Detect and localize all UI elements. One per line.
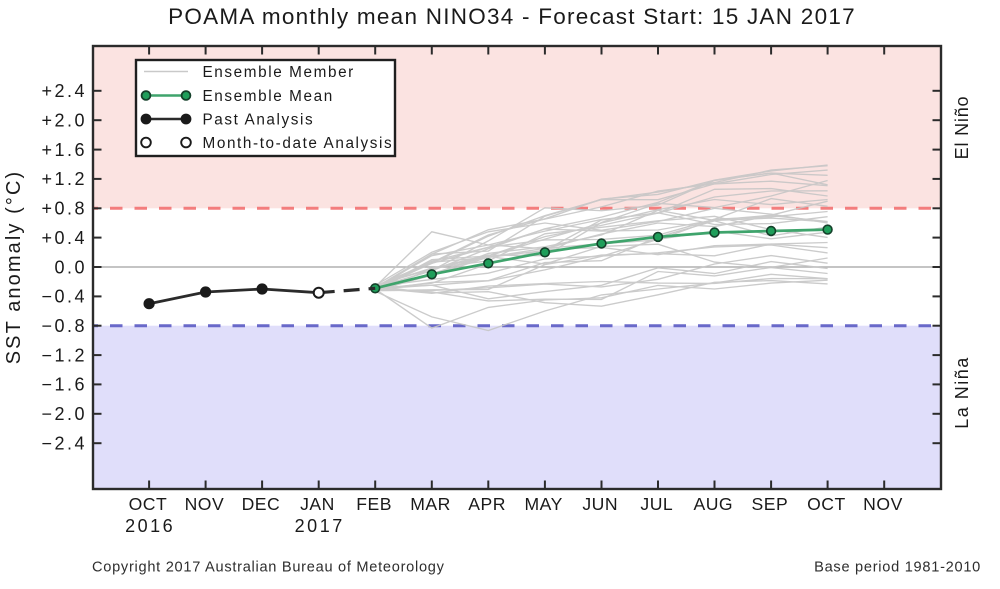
svg-text:−0.4: −0.4 xyxy=(41,287,87,307)
svg-text:Ensemble Mean: Ensemble Mean xyxy=(203,88,334,105)
svg-text:AUG: AUG xyxy=(693,494,733,514)
svg-text:MAY: MAY xyxy=(525,494,563,514)
svg-text:Base period 1981-2010: Base period 1981-2010 xyxy=(814,560,981,576)
svg-text:FEB: FEB xyxy=(356,494,392,514)
svg-text:−1.6: −1.6 xyxy=(41,375,87,395)
svg-text:2017: 2017 xyxy=(295,516,345,536)
svg-text:+2.4: +2.4 xyxy=(41,81,87,101)
svg-text:JAN: JAN xyxy=(300,494,335,514)
svg-text:−1.2: −1.2 xyxy=(41,345,87,365)
svg-text:OCT: OCT xyxy=(129,494,168,514)
svg-text:MAR: MAR xyxy=(410,494,451,514)
svg-text:Copyright 2017 Australian Bure: Copyright 2017 Australian Bureau of Mete… xyxy=(92,560,445,576)
svg-text:Month-to-date Analysis: Month-to-date Analysis xyxy=(203,135,394,152)
svg-text:JUN: JUN xyxy=(582,494,618,514)
svg-text:La Niña: La Niña xyxy=(952,356,972,429)
svg-text:SST anomaly (°C): SST anomaly (°C) xyxy=(3,170,25,365)
svg-text:NOV: NOV xyxy=(185,494,225,514)
svg-text:APR: APR xyxy=(468,494,506,514)
svg-text:0.0: 0.0 xyxy=(54,257,87,277)
svg-text:+2.0: +2.0 xyxy=(41,111,87,131)
svg-text:−2.4: −2.4 xyxy=(41,434,87,454)
svg-text:+0.4: +0.4 xyxy=(41,228,87,248)
svg-text:2016: 2016 xyxy=(125,516,175,536)
svg-text:JUL: JUL xyxy=(640,494,673,514)
svg-text:+1.2: +1.2 xyxy=(41,169,87,189)
svg-text:+0.8: +0.8 xyxy=(41,199,87,219)
svg-text:DEC: DEC xyxy=(242,494,281,514)
svg-text:−2.0: −2.0 xyxy=(41,404,87,424)
svg-text:Past Analysis: Past Analysis xyxy=(203,112,315,129)
svg-text:+1.6: +1.6 xyxy=(41,140,87,160)
svg-text:−0.8: −0.8 xyxy=(41,316,87,336)
svg-text:El Niño: El Niño xyxy=(952,96,972,160)
svg-text:NOV: NOV xyxy=(863,494,903,514)
svg-text:Ensemble Member: Ensemble Member xyxy=(203,64,355,81)
svg-text:OCT: OCT xyxy=(807,494,846,514)
svg-text:POAMA monthly mean NINO34 - Fo: POAMA monthly mean NINO34 - Forecast Sta… xyxy=(168,4,856,29)
svg-text:SEP: SEP xyxy=(752,494,789,514)
